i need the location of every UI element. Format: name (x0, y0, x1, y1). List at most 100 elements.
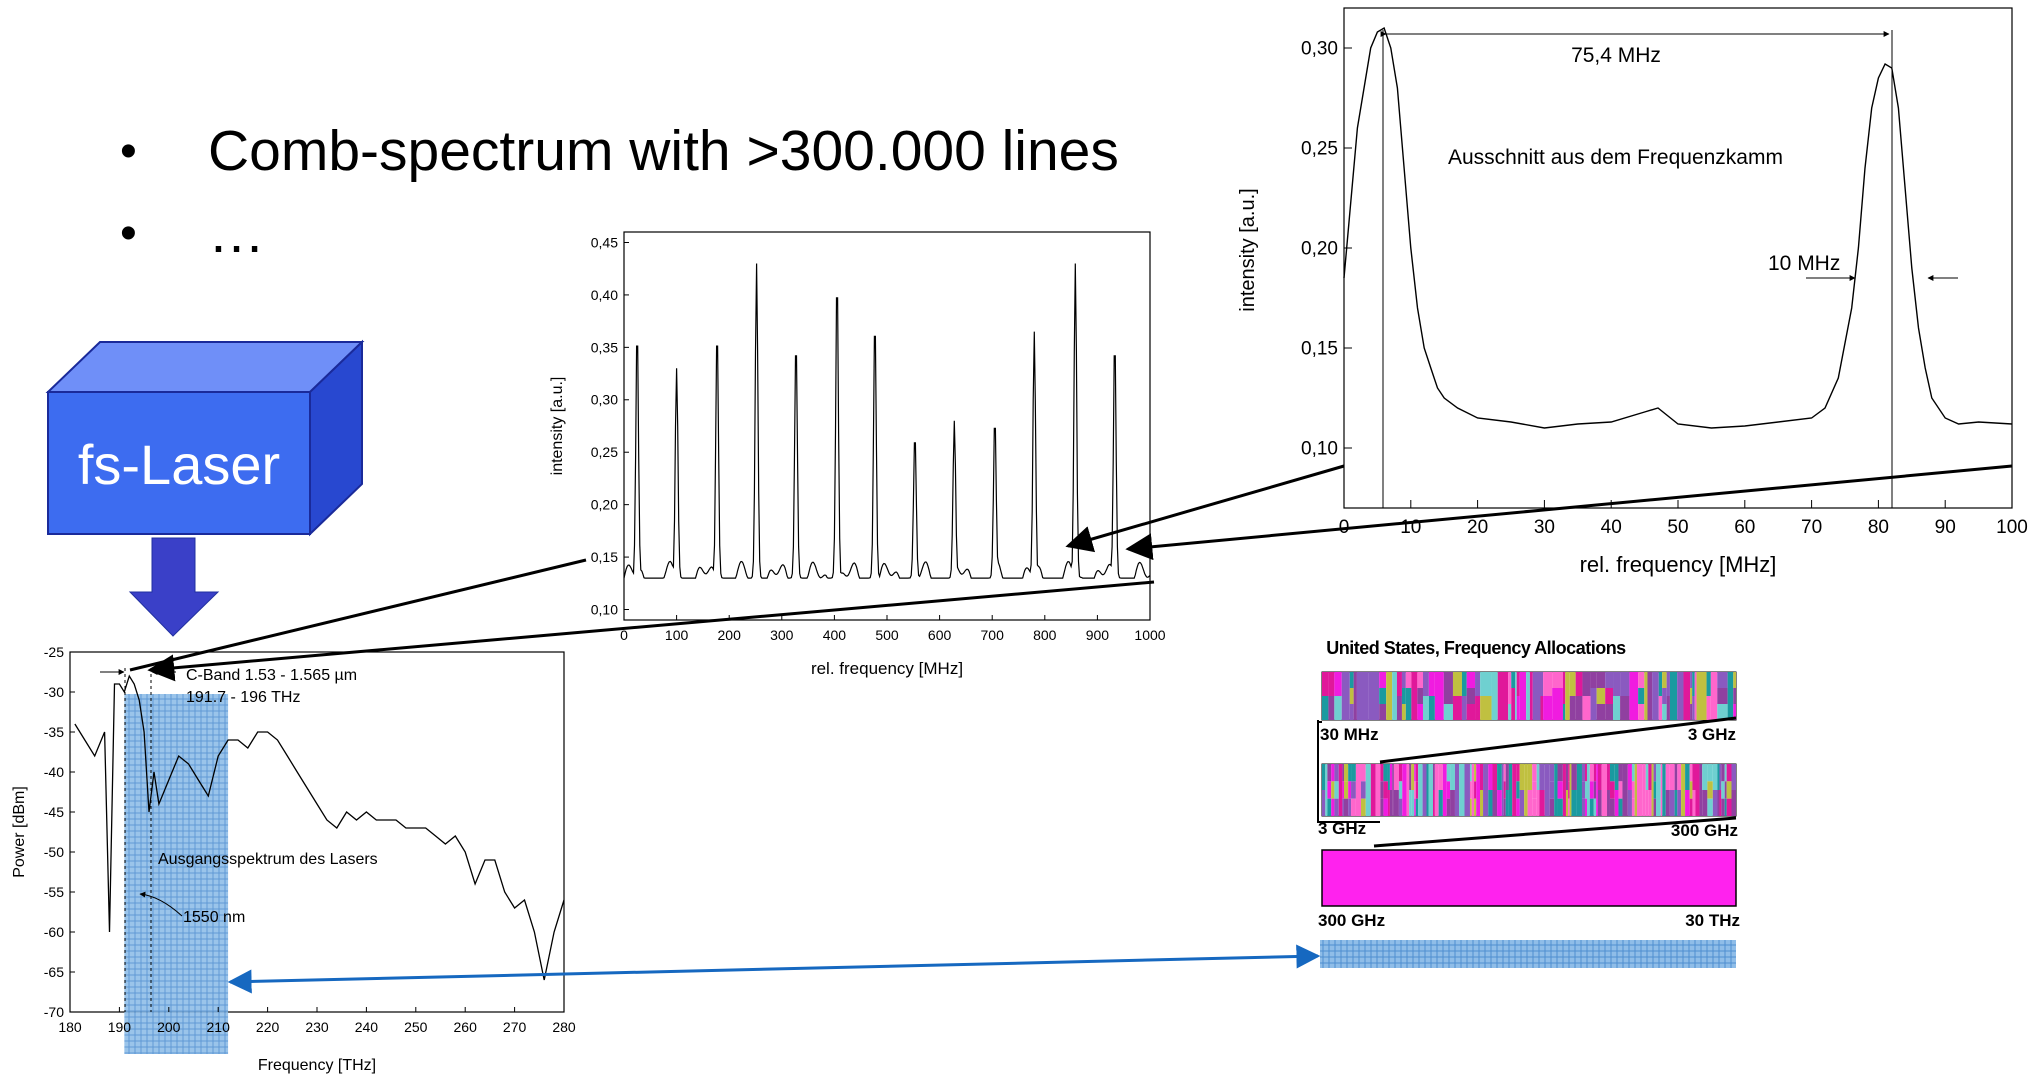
band-segment (1344, 764, 1349, 782)
band-segment (1685, 790, 1690, 816)
band-segment (1565, 764, 1569, 790)
bullet-item: • … (120, 192, 1119, 274)
band-segment (1396, 696, 1402, 720)
band-segment (1662, 764, 1666, 816)
band-segment (1342, 798, 1345, 816)
band-segment (1565, 672, 1570, 720)
band-segment (1721, 781, 1725, 799)
band-segment (1601, 764, 1608, 816)
y-tick-label: 0,20 (1301, 239, 1338, 260)
band-3-right-label: 30 THz (1685, 911, 1740, 930)
band-segment (1536, 790, 1540, 816)
annotation-1550-arrow (139, 891, 183, 917)
band-segment (1417, 688, 1423, 704)
band-segment (1677, 790, 1682, 816)
band-segment (1721, 764, 1725, 782)
band-segment (1596, 672, 1606, 688)
band-segment (1631, 798, 1635, 816)
band-segment (1631, 781, 1635, 799)
band-segment (1597, 764, 1602, 790)
band-segment (1543, 696, 1553, 720)
band-segment (1593, 764, 1597, 782)
band-segment (1512, 764, 1517, 816)
band-segment (1645, 790, 1649, 816)
x-tick-label: 40 (1601, 517, 1622, 538)
band-segment (1532, 764, 1537, 782)
band-segment (1660, 764, 1663, 816)
band-segment (1552, 688, 1563, 704)
x-tick-label: 180 (58, 1019, 82, 1035)
band-segment (1557, 781, 1563, 799)
band-segment (1443, 704, 1453, 720)
band-segment (1719, 790, 1722, 816)
band-segment (1710, 672, 1718, 720)
band-segment (1328, 672, 1335, 696)
band-segment (1434, 764, 1439, 816)
band-segment (1689, 764, 1693, 782)
band-segment (1642, 764, 1646, 816)
highlight-band (124, 694, 229, 1054)
band-segment (1569, 672, 1576, 696)
band-segment (1422, 696, 1429, 720)
y-tick-label: -25 (44, 644, 64, 660)
band-segment (1480, 790, 1484, 816)
band-segment (1605, 672, 1614, 688)
band-segment (1511, 688, 1516, 704)
band-segment (1627, 764, 1632, 790)
band-segment (1575, 672, 1583, 696)
band-segment (1712, 790, 1718, 816)
band-segment (1614, 764, 1619, 790)
band-segment (1327, 798, 1332, 816)
band-segment (1360, 781, 1366, 799)
y-tick-label: 0,15 (1301, 339, 1338, 360)
band-segment (1584, 798, 1587, 816)
band-segment (1532, 798, 1537, 816)
band-segment (1450, 790, 1455, 816)
band-segment (1516, 781, 1520, 799)
x-tick-label: 1000 (1134, 627, 1165, 643)
y-tick-label: -35 (44, 724, 64, 740)
band-segment (1334, 798, 1339, 816)
band-segment (1511, 672, 1516, 688)
band-segment (1415, 764, 1419, 782)
x-tick-label: 100 (665, 627, 689, 643)
x-tick-label: 30 (1534, 517, 1555, 538)
band-segment (1443, 688, 1453, 704)
band-segment (1733, 688, 1736, 704)
fs-laser-box: fs-Laser (45, 339, 365, 637)
band-segment (1721, 798, 1725, 816)
y-tick-label: 0,45 (591, 234, 618, 250)
band-segment (1726, 798, 1732, 816)
band-segment (1549, 764, 1555, 782)
band-segment (1508, 672, 1512, 688)
band-segment (1459, 764, 1465, 816)
band-segment (1480, 696, 1492, 720)
annotation-spacing: 75,4 MHz (1571, 44, 1661, 67)
band-segment (1589, 798, 1594, 816)
band-segment (1417, 704, 1423, 720)
band-segment (1426, 764, 1429, 816)
band-segment (1325, 764, 1328, 816)
band-segment (1389, 790, 1393, 816)
band-segment (1469, 798, 1472, 816)
band-segment (1590, 672, 1597, 688)
band-segment (1414, 781, 1416, 799)
x-tick-label: 230 (305, 1019, 329, 1035)
band-segment (1474, 798, 1477, 816)
band-segment (1717, 704, 1728, 720)
bullet-list: • Comb-spectrum with >300.000 lines • … (120, 110, 1119, 274)
band-segment (1692, 696, 1695, 720)
band-segment (1532, 781, 1537, 799)
band-segment (1406, 764, 1410, 816)
band-segment (1707, 798, 1713, 816)
band-segment (1674, 790, 1678, 816)
band-segment (1549, 781, 1555, 799)
band-segment (1360, 764, 1366, 782)
band-segment (1609, 798, 1615, 816)
annotation-1550: 1550 nm (183, 909, 245, 926)
band-segment (1348, 781, 1352, 799)
band-segment (1428, 790, 1433, 816)
x-tick-label: 400 (823, 627, 847, 643)
band-segment (1475, 672, 1481, 696)
zoom-bracket (1317, 720, 1380, 823)
